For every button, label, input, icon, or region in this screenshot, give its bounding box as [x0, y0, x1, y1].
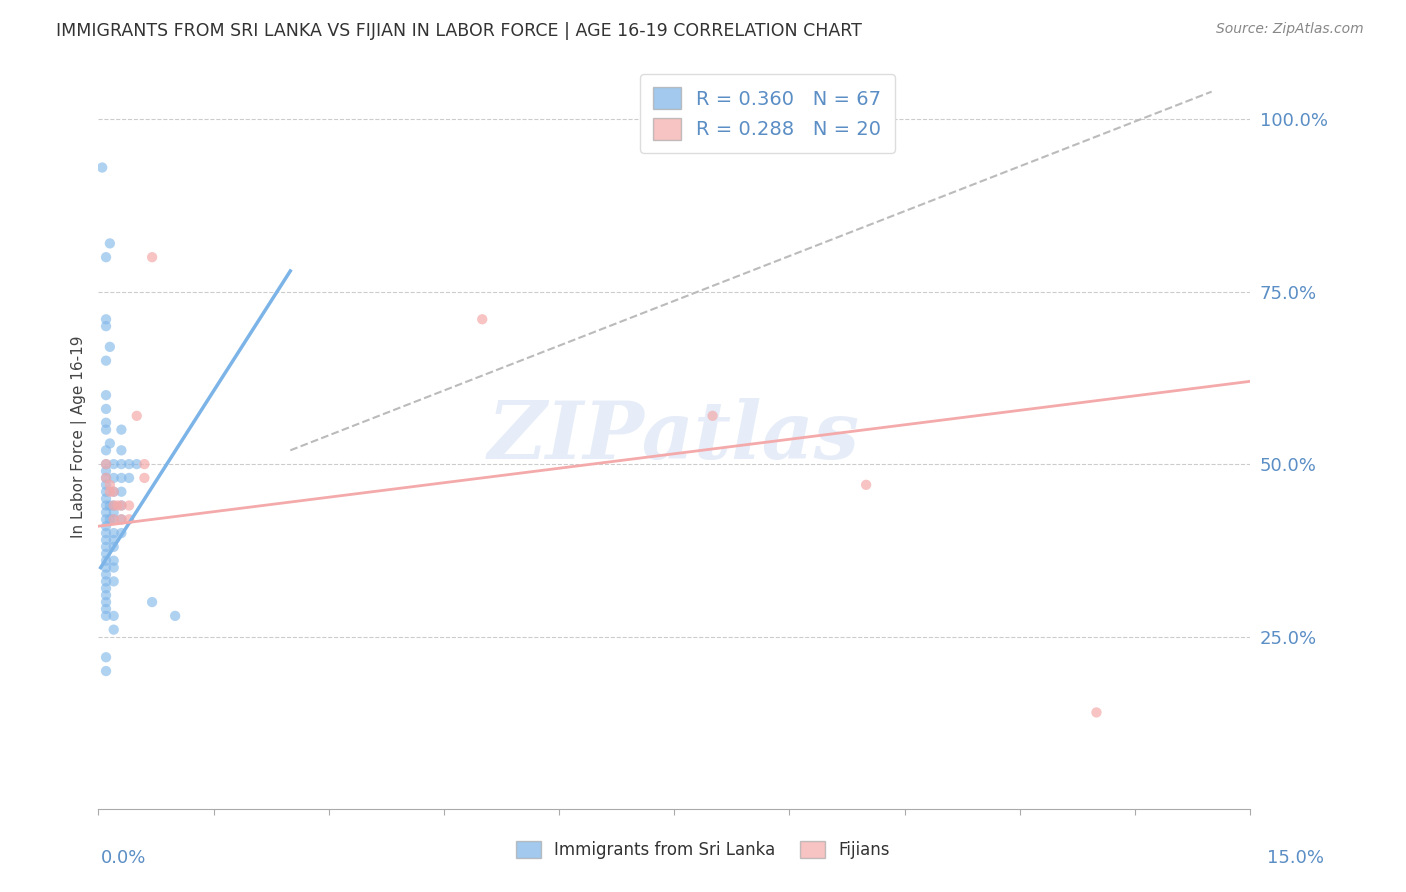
- Point: [110, 499, 132, 513]
- Point: [702, 409, 724, 423]
- Point: [94, 319, 117, 334]
- Point: [94, 519, 117, 533]
- Point: [94, 401, 117, 416]
- Point: [141, 250, 163, 264]
- Y-axis label: In Labor Force | Age 16-19: In Labor Force | Age 16-19: [72, 335, 87, 538]
- Point: [103, 499, 125, 513]
- Point: [94, 547, 117, 561]
- Point: [103, 540, 125, 554]
- Point: [94, 533, 117, 547]
- Point: [94, 312, 117, 326]
- Point: [94, 602, 117, 616]
- Point: [94, 499, 117, 513]
- Text: Source: ZipAtlas.com: Source: ZipAtlas.com: [1216, 22, 1364, 37]
- Point: [134, 471, 156, 485]
- Point: [98, 436, 121, 450]
- Point: [94, 353, 117, 368]
- Legend: R = 0.360   N = 67, R = 0.288   N = 20: R = 0.360 N = 67, R = 0.288 N = 20: [640, 74, 894, 153]
- Point: [94, 664, 117, 678]
- Point: [94, 567, 117, 582]
- Point: [471, 312, 494, 326]
- Point: [94, 457, 117, 471]
- Point: [103, 560, 125, 574]
- Point: [110, 423, 132, 437]
- Point: [94, 250, 117, 264]
- Point: [118, 457, 141, 471]
- Point: [125, 457, 148, 471]
- Point: [141, 595, 163, 609]
- Point: [94, 512, 117, 526]
- Point: [94, 588, 117, 602]
- Point: [165, 608, 187, 623]
- Point: [103, 484, 125, 499]
- Point: [103, 499, 125, 513]
- Text: ZIPatlas: ZIPatlas: [488, 398, 860, 475]
- Point: [94, 388, 117, 402]
- Point: [94, 457, 117, 471]
- Point: [103, 608, 125, 623]
- Point: [134, 457, 156, 471]
- Point: [94, 484, 117, 499]
- Point: [125, 409, 148, 423]
- Point: [94, 416, 117, 430]
- Point: [98, 499, 121, 513]
- Point: [94, 650, 117, 665]
- Point: [94, 423, 117, 437]
- Point: [103, 471, 125, 485]
- Point: [103, 623, 125, 637]
- Point: [94, 471, 117, 485]
- Point: [103, 512, 125, 526]
- Point: [855, 478, 877, 492]
- Point: [94, 554, 117, 568]
- Point: [103, 512, 125, 526]
- Point: [110, 512, 132, 526]
- Point: [94, 560, 117, 574]
- Point: [103, 533, 125, 547]
- Point: [103, 526, 125, 541]
- Point: [94, 582, 117, 596]
- Point: [98, 484, 121, 499]
- Point: [94, 491, 117, 506]
- Text: 0.0%: 0.0%: [101, 849, 146, 867]
- Point: [94, 443, 117, 458]
- Point: [98, 512, 121, 526]
- Point: [110, 471, 132, 485]
- Text: IMMIGRANTS FROM SRI LANKA VS FIJIAN IN LABOR FORCE | AGE 16-19 CORRELATION CHART: IMMIGRANTS FROM SRI LANKA VS FIJIAN IN L…: [56, 22, 862, 40]
- Point: [118, 512, 141, 526]
- Point: [103, 554, 125, 568]
- Point: [103, 484, 125, 499]
- Point: [103, 505, 125, 519]
- Point: [107, 499, 129, 513]
- Point: [110, 443, 132, 458]
- Point: [118, 499, 141, 513]
- Point: [110, 457, 132, 471]
- Point: [94, 478, 117, 492]
- Text: 15.0%: 15.0%: [1267, 849, 1324, 867]
- Point: [91, 161, 114, 175]
- Point: [98, 340, 121, 354]
- Point: [118, 471, 141, 485]
- Point: [98, 236, 121, 251]
- Point: [110, 512, 132, 526]
- Point: [94, 595, 117, 609]
- Point: [94, 464, 117, 478]
- Point: [103, 574, 125, 589]
- Legend: Immigrants from Sri Lanka, Fijians: Immigrants from Sri Lanka, Fijians: [509, 834, 897, 866]
- Point: [94, 471, 117, 485]
- Point: [103, 457, 125, 471]
- Point: [110, 484, 132, 499]
- Point: [94, 540, 117, 554]
- Point: [110, 499, 132, 513]
- Point: [94, 574, 117, 589]
- Point: [110, 526, 132, 541]
- Point: [94, 608, 117, 623]
- Point: [98, 478, 121, 492]
- Point: [94, 505, 117, 519]
- Point: [94, 526, 117, 541]
- Point: [1085, 706, 1108, 720]
